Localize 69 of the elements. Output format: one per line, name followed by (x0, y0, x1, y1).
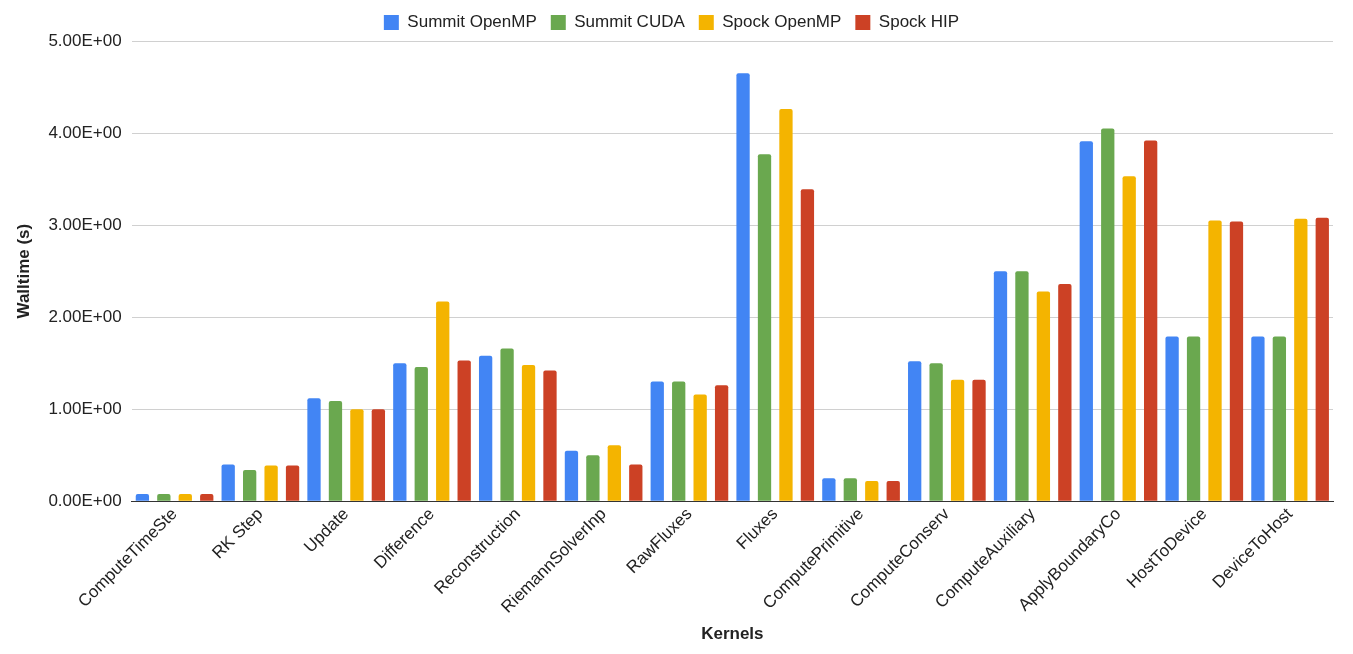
bar (521, 365, 536, 501)
bar (1101, 128, 1115, 501)
bar (908, 361, 922, 501)
y-tick-label: 3.00E+00 (48, 214, 122, 234)
bar (178, 493, 192, 501)
bar (1058, 284, 1072, 501)
bar (414, 366, 428, 501)
bar (157, 493, 171, 501)
x-axis-title: Kernels (701, 624, 764, 644)
y-tick-label: 5.00E+00 (48, 30, 122, 50)
bar (1272, 336, 1287, 501)
legend-label: Summit OpenMP (407, 12, 537, 32)
bar (200, 493, 214, 501)
bar (843, 478, 857, 501)
bar (1186, 336, 1201, 501)
bar (543, 370, 557, 501)
bar (393, 363, 407, 501)
bar (929, 363, 943, 501)
bar (285, 465, 300, 501)
bar (1294, 218, 1308, 501)
bar (1036, 291, 1051, 501)
y-axis-title: Walltime (s) (13, 223, 33, 319)
bar (1144, 140, 1158, 501)
bar (865, 481, 879, 501)
bar (135, 493, 150, 501)
bar (500, 348, 514, 501)
y-tick-label: 0.00E+00 (48, 490, 122, 510)
bar (1208, 220, 1222, 501)
bar (564, 450, 579, 501)
bar (1315, 217, 1329, 501)
bar (693, 394, 707, 501)
bar (307, 398, 321, 501)
bar (436, 301, 450, 501)
bar (221, 464, 235, 501)
bar (650, 381, 664, 501)
bar (800, 189, 815, 501)
bar (350, 409, 364, 501)
bar (243, 469, 257, 501)
bar (478, 355, 493, 501)
legend-label: Spock OpenMP (722, 12, 842, 32)
bar (586, 455, 600, 501)
bar (779, 109, 793, 501)
bar (972, 379, 986, 501)
x-tick-label: RK Step (208, 504, 267, 563)
bar (371, 409, 386, 501)
bar (822, 478, 836, 501)
bar (1015, 271, 1029, 501)
y-tick-label: 2.00E+00 (48, 306, 122, 326)
legend-label: Spock HIP (878, 12, 960, 32)
bar (1229, 221, 1244, 501)
y-tick-label: 4.00E+00 (48, 122, 122, 142)
bar (328, 400, 343, 501)
bar (1122, 176, 1136, 501)
bar (1079, 141, 1093, 501)
bar (886, 481, 900, 501)
bar (264, 465, 278, 501)
bar (672, 381, 686, 501)
y-tick-label: 1.00E+00 (48, 398, 122, 418)
bar (629, 464, 643, 501)
bar (757, 154, 772, 501)
bar (1251, 336, 1265, 501)
bar (736, 73, 750, 501)
legend-label: Summit CUDA (574, 12, 686, 32)
bar (607, 445, 621, 501)
bar (950, 379, 965, 501)
bar (714, 385, 729, 501)
bar (1165, 336, 1179, 501)
bar (457, 360, 471, 501)
bar (993, 271, 1008, 501)
